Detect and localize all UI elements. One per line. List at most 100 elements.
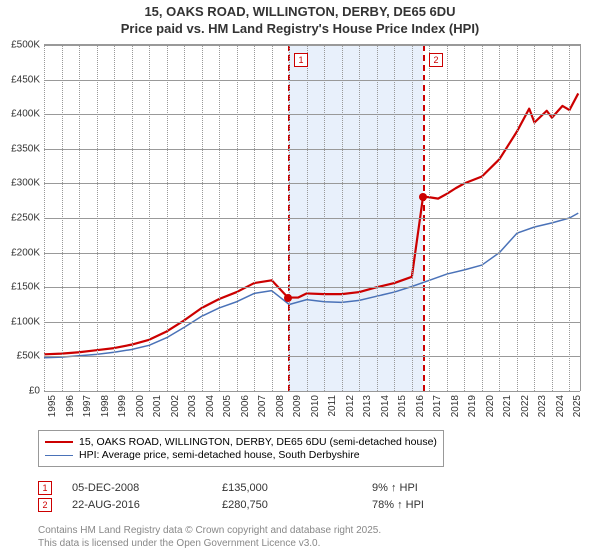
series-line-price_paid <box>44 93 578 354</box>
sale-date: 22-AUG-2016 <box>72 499 222 511</box>
y-tick-label: £100K <box>11 316 40 327</box>
legend-item-price-paid: 15, OAKS ROAD, WILLINGTON, DERBY, DE65 6… <box>45 436 437 448</box>
x-gridline <box>219 45 220 391</box>
y-tick-label: £500K <box>11 40 40 51</box>
x-gridline <box>79 45 80 391</box>
x-gridline <box>307 45 308 391</box>
x-tick-label: 1999 <box>117 395 128 417</box>
x-tick-label: 2006 <box>240 395 251 417</box>
sale-marker-dot <box>284 294 292 302</box>
x-gridline <box>482 45 483 391</box>
x-tick-label: 2002 <box>170 395 181 417</box>
title-block: 15, OAKS ROAD, WILLINGTON, DERBY, DE65 6… <box>0 0 600 38</box>
x-gridline <box>254 45 255 391</box>
x-gridline <box>412 45 413 391</box>
x-gridline <box>394 45 395 391</box>
attribution-line-1: Contains HM Land Registry data © Crown c… <box>38 524 381 537</box>
y-tick-label: £150K <box>11 282 40 293</box>
y-tick-label: £50K <box>17 351 40 362</box>
sale-date: 05-DEC-2008 <box>72 482 222 494</box>
sales-table: 1 05-DEC-2008 £135,000 9% ↑ HPI 2 22-AUG… <box>38 478 522 515</box>
x-tick-label: 2018 <box>450 395 461 417</box>
x-tick-label: 2016 <box>415 395 426 417</box>
chart-area: £0£50K£100K£150K£200K£250K£300K£350K£400… <box>44 44 581 391</box>
x-gridline <box>44 45 45 391</box>
x-gridline <box>202 45 203 391</box>
x-tick-label: 2017 <box>432 395 443 417</box>
x-tick-label: 2004 <box>205 395 216 417</box>
series-line-hpi <box>44 213 578 358</box>
legend: 15, OAKS ROAD, WILLINGTON, DERBY, DE65 6… <box>38 430 444 467</box>
sale-delta: 9% ↑ HPI <box>372 482 522 494</box>
x-tick-label: 2023 <box>537 395 548 417</box>
chart-container: 15, OAKS ROAD, WILLINGTON, DERBY, DE65 6… <box>0 0 600 560</box>
x-tick-label: 2013 <box>362 395 373 417</box>
sale-marker-icon: 2 <box>38 498 52 512</box>
x-gridline <box>114 45 115 391</box>
x-gridline <box>184 45 185 391</box>
x-tick-label: 2012 <box>345 395 356 417</box>
x-gridline <box>272 45 273 391</box>
x-gridline <box>359 45 360 391</box>
x-tick-label: 2001 <box>152 395 163 417</box>
x-tick-label: 2000 <box>135 395 146 417</box>
x-gridline <box>499 45 500 391</box>
x-tick-label: 2009 <box>292 395 303 417</box>
x-gridline <box>237 45 238 391</box>
sale-marker-icon: 1 <box>38 481 52 495</box>
x-tick-label: 2020 <box>485 395 496 417</box>
x-tick-label: 1998 <box>100 395 111 417</box>
y-tick-label: £0 <box>29 386 40 397</box>
x-gridline <box>324 45 325 391</box>
x-tick-label: 1997 <box>82 395 93 417</box>
x-gridline <box>167 45 168 391</box>
x-gridline <box>342 45 343 391</box>
x-tick-label: 2015 <box>397 395 408 417</box>
x-gridline <box>447 45 448 391</box>
x-gridline <box>552 45 553 391</box>
x-gridline <box>534 45 535 391</box>
sale-marker-label: 1 <box>294 53 308 67</box>
x-tick-label: 2005 <box>222 395 233 417</box>
x-tick-label: 2008 <box>275 395 286 417</box>
x-gridline <box>62 45 63 391</box>
sale-delta: 78% ↑ HPI <box>372 499 522 511</box>
title-line-1: 15, OAKS ROAD, WILLINGTON, DERBY, DE65 6… <box>0 4 600 21</box>
sale-price: £135,000 <box>222 482 372 494</box>
x-tick-label: 1995 <box>47 395 58 417</box>
attribution-line-2: This data is licensed under the Open Gov… <box>38 537 381 550</box>
x-tick-label: 2025 <box>572 395 583 417</box>
y-tick-label: £200K <box>11 247 40 258</box>
y-tick-label: £350K <box>11 143 40 154</box>
y-tick-label: £450K <box>11 74 40 85</box>
x-tick-label: 2022 <box>520 395 531 417</box>
legend-swatch-price-paid <box>45 441 73 443</box>
legend-item-hpi: HPI: Average price, semi-detached house,… <box>45 449 437 461</box>
sales-row: 2 22-AUG-2016 £280,750 78% ↑ HPI <box>38 498 522 512</box>
x-tick-label: 2011 <box>327 395 338 417</box>
x-gridline <box>429 45 430 391</box>
attribution: Contains HM Land Registry data © Crown c… <box>38 524 381 550</box>
y-tick-label: £250K <box>11 213 40 224</box>
x-tick-label: 2007 <box>257 395 268 417</box>
x-tick-label: 1996 <box>65 395 76 417</box>
x-tick-label: 2019 <box>467 395 478 417</box>
y-tick-label: £400K <box>11 109 40 120</box>
x-gridline <box>464 45 465 391</box>
x-tick-label: 2014 <box>380 395 391 417</box>
x-tick-label: 2024 <box>555 395 566 417</box>
sale-marker-label: 2 <box>429 53 443 67</box>
x-tick-label: 2003 <box>187 395 198 417</box>
legend-swatch-hpi <box>45 455 73 456</box>
sales-row: 1 05-DEC-2008 £135,000 9% ↑ HPI <box>38 481 522 495</box>
y-gridline <box>44 391 580 392</box>
legend-label-price-paid: 15, OAKS ROAD, WILLINGTON, DERBY, DE65 6… <box>79 436 437 448</box>
title-line-2: Price paid vs. HM Land Registry's House … <box>0 21 600 38</box>
x-gridline <box>97 45 98 391</box>
x-gridline <box>569 45 570 391</box>
x-tick-label: 2010 <box>310 395 321 417</box>
x-gridline <box>132 45 133 391</box>
legend-label-hpi: HPI: Average price, semi-detached house,… <box>79 449 360 461</box>
sale-marker-dot <box>419 193 427 201</box>
x-tick-label: 2021 <box>502 395 513 417</box>
